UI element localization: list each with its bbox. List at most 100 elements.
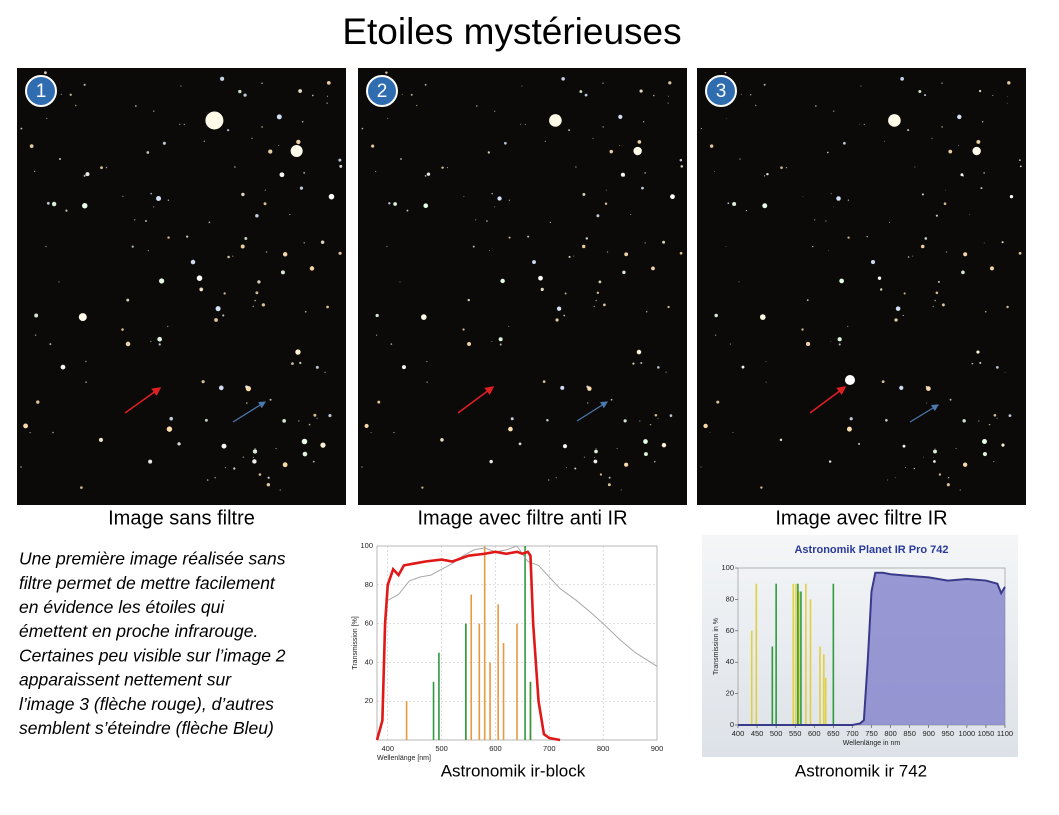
blue-arrow (232, 401, 267, 423)
star (934, 299, 936, 302)
star (933, 456, 934, 458)
star (166, 426, 173, 432)
number-badge (366, 75, 398, 107)
star (948, 149, 953, 154)
star (328, 193, 335, 200)
star (815, 105, 817, 107)
star (700, 127, 702, 130)
star (745, 209, 748, 212)
star (620, 489, 622, 491)
star (51, 201, 57, 207)
star (299, 186, 304, 190)
star (1001, 241, 1004, 244)
bright-star (633, 146, 642, 156)
star (907, 129, 910, 132)
star (222, 314, 225, 317)
star (955, 447, 957, 450)
bright-star (205, 111, 224, 130)
star (153, 206, 155, 208)
star (828, 250, 829, 252)
star (1006, 102, 1008, 104)
star (190, 259, 196, 265)
star (105, 166, 108, 169)
star (167, 236, 170, 239)
star (619, 144, 621, 146)
star (785, 166, 788, 169)
star (167, 325, 169, 328)
star (282, 418, 287, 423)
star (46, 201, 50, 205)
star (957, 114, 962, 120)
star (933, 460, 936, 463)
star (159, 278, 165, 284)
star (593, 456, 595, 458)
star (315, 365, 319, 369)
star (732, 432, 734, 433)
star (1009, 194, 1014, 199)
star-image (17, 68, 346, 505)
description-line: émettent en proche infrarouge. (19, 621, 258, 641)
star (870, 260, 876, 265)
star (361, 127, 364, 130)
star (258, 473, 262, 476)
star (291, 362, 294, 365)
star (725, 246, 727, 247)
y-tick-label: 20 (726, 689, 734, 698)
star (406, 209, 409, 212)
star (903, 292, 906, 295)
star (296, 139, 301, 145)
star (938, 473, 942, 476)
star (279, 172, 285, 178)
star (587, 402, 589, 404)
star (670, 194, 675, 200)
star (401, 365, 406, 370)
star (641, 186, 644, 190)
star (546, 419, 549, 422)
star (644, 242, 646, 244)
star (326, 102, 328, 104)
star (639, 89, 643, 93)
star (941, 303, 945, 307)
star (295, 349, 301, 355)
star (563, 314, 566, 317)
star (245, 385, 248, 389)
star (921, 193, 924, 196)
star (385, 71, 388, 74)
star (303, 242, 305, 244)
star (298, 420, 300, 422)
star (267, 476, 270, 479)
star (814, 219, 816, 221)
bright-star (972, 146, 981, 156)
star (98, 437, 104, 442)
star (316, 417, 318, 420)
star (602, 126, 604, 128)
star (918, 89, 922, 94)
star (980, 187, 983, 190)
x-tick-label: 950 (942, 729, 955, 738)
star (255, 213, 259, 218)
panel-caption: Image sans filtre (108, 507, 255, 529)
series-line (738, 571, 1006, 726)
star (339, 164, 343, 168)
x-tick-label: 850 (903, 729, 916, 738)
star (487, 151, 490, 154)
star (179, 123, 181, 125)
star (251, 137, 253, 139)
star (595, 299, 597, 302)
star (426, 360, 428, 363)
star (902, 444, 906, 448)
star (240, 244, 245, 249)
x-tick-label: 600 (808, 729, 821, 738)
star (779, 438, 783, 442)
star (399, 281, 401, 283)
description-line: l’image 3 (flèche rouge), d’autres (19, 694, 274, 714)
star (806, 299, 809, 301)
star (254, 447, 256, 450)
star (983, 172, 985, 174)
star (703, 423, 708, 429)
star (85, 360, 87, 363)
star (665, 371, 667, 373)
star (324, 371, 326, 373)
star (122, 195, 124, 197)
star (126, 298, 130, 302)
